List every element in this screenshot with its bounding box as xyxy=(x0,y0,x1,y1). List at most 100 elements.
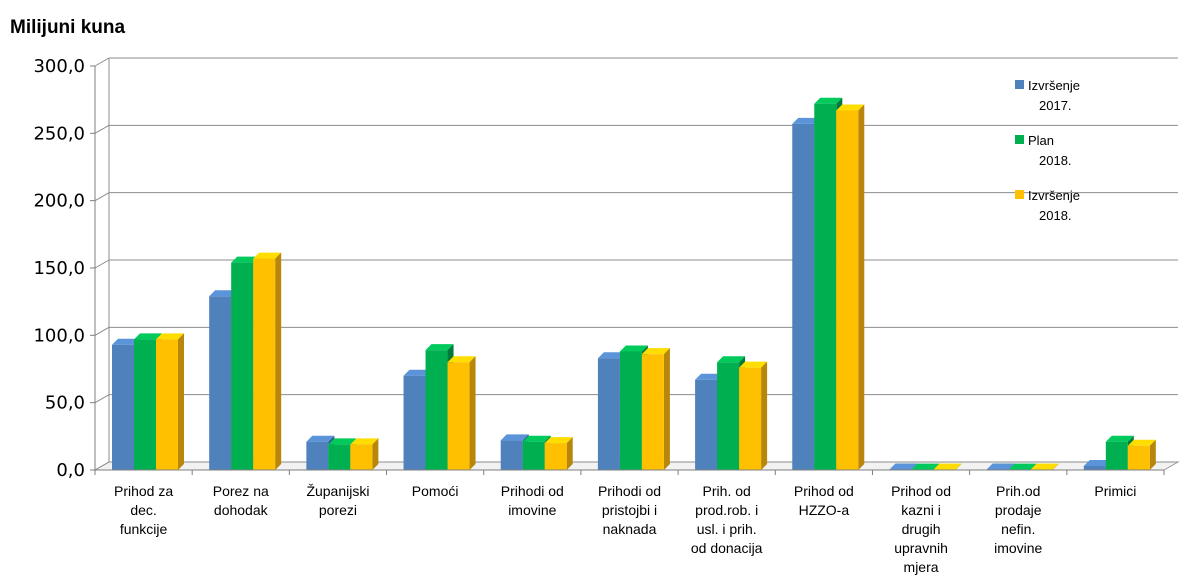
legend-label: 2017. xyxy=(1039,98,1072,113)
bar xyxy=(836,104,865,470)
bar-front xyxy=(522,441,545,470)
y-tick-label: 150,0 xyxy=(33,258,85,279)
bar-top xyxy=(933,463,962,470)
legend-item: Izvršenje 2017. xyxy=(1015,78,1080,113)
bar-front xyxy=(597,358,620,470)
bar-top xyxy=(350,438,379,445)
bar-top xyxy=(1127,439,1156,446)
x-tick-label: Primici xyxy=(1094,483,1136,499)
bar-front xyxy=(425,350,448,470)
bar-front xyxy=(306,441,329,470)
x-tick-label: dohodak xyxy=(214,502,269,518)
legend-label: 2018. xyxy=(1039,208,1072,223)
bar-top xyxy=(403,369,432,376)
bar-side xyxy=(469,356,476,470)
chart-title: Milijuni kuna xyxy=(10,17,125,38)
x-tick-label: dec. xyxy=(130,502,156,518)
gridline-side xyxy=(94,124,110,134)
gridline-side xyxy=(94,192,110,202)
x-tick-label: od donacija xyxy=(691,540,763,556)
bar-front xyxy=(328,444,351,470)
x-axis: Prihod za dec. funkcije Porez na dohodak Župa… xyxy=(94,469,1165,575)
bar-front xyxy=(156,339,178,470)
bar-front xyxy=(1127,445,1150,470)
bar xyxy=(350,438,379,470)
bar-front xyxy=(717,362,740,470)
bar-side xyxy=(955,463,962,470)
bar-top xyxy=(231,256,260,263)
legend-label: Plan xyxy=(1028,133,1054,148)
bar-top xyxy=(156,333,184,340)
bar-top xyxy=(836,104,865,111)
bars xyxy=(112,97,1156,470)
x-tick-label: Prihod za xyxy=(114,483,173,499)
x-tick-label: upravnih xyxy=(894,540,948,556)
legend-swatch xyxy=(1015,190,1024,199)
x-tick-label: Županijski xyxy=(306,483,369,499)
bar-front xyxy=(209,296,232,470)
bar-front xyxy=(112,344,134,470)
legend-label: Izvršenje xyxy=(1028,188,1080,203)
bar-front xyxy=(231,262,254,470)
bar-top xyxy=(306,435,335,442)
bar-front xyxy=(619,351,642,470)
y-tick-label: 300,0 xyxy=(33,56,85,77)
legend-swatch xyxy=(1015,135,1024,144)
y-tick-label: 100,0 xyxy=(33,325,85,346)
x-tick-label: Prihodi od xyxy=(598,483,661,499)
bar-front xyxy=(1105,441,1128,470)
bar-side xyxy=(1052,463,1059,470)
legend: Izvršenje 2017. Plan 2018. Izvršenje 2018. xyxy=(1015,78,1080,223)
bar-top xyxy=(814,97,843,104)
x-tick-label: usl. i prih. xyxy=(697,521,757,537)
legend-item: Plan 2018. xyxy=(1015,133,1072,168)
x-tick-label: kazni i xyxy=(901,502,941,518)
bar-side xyxy=(566,437,573,470)
legend-swatch xyxy=(1015,80,1024,89)
bar-top xyxy=(209,290,238,297)
bar xyxy=(447,356,476,470)
bar-top xyxy=(695,373,724,380)
bar-front xyxy=(1083,465,1106,470)
legend-label: 2018. xyxy=(1039,153,1072,168)
bar-front xyxy=(134,339,156,470)
bar-front xyxy=(641,354,664,470)
bar-top xyxy=(911,463,940,470)
x-tick-label: nefin. xyxy=(1001,521,1035,537)
bar xyxy=(253,252,282,470)
bar-top xyxy=(328,438,357,445)
bar-front xyxy=(447,362,470,470)
bar-top xyxy=(447,356,476,363)
bar-top xyxy=(1083,459,1112,466)
bar-top xyxy=(522,435,551,442)
bar-front xyxy=(544,443,567,470)
bar xyxy=(544,437,573,470)
bar-front xyxy=(695,379,718,470)
bar xyxy=(739,361,768,470)
x-tick-label: naknada xyxy=(603,521,657,537)
y-axis: 0,0 50,0 100,0 150,0 200,0 250,0 300,0 xyxy=(33,56,96,481)
bar-top xyxy=(544,437,573,444)
bar-front xyxy=(739,367,762,470)
gridline-side xyxy=(94,394,110,404)
bar-top xyxy=(1105,435,1134,442)
bar-front xyxy=(792,123,815,470)
bar-side xyxy=(858,104,865,470)
gridline-side xyxy=(94,326,110,336)
bar-front xyxy=(836,110,859,470)
bar-top xyxy=(986,463,1015,470)
bar-side xyxy=(1149,439,1156,470)
y-tick-label: 50,0 xyxy=(45,393,85,414)
bar-side xyxy=(761,361,768,470)
x-tick-label: Pomoći xyxy=(412,483,459,499)
x-tick-label: Prih.od xyxy=(996,483,1040,499)
x-tick-label: prod.rob. i xyxy=(695,502,758,518)
x-tick-label: imovine xyxy=(508,502,556,518)
bar-side xyxy=(178,333,184,470)
y-tick-label: 0,0 xyxy=(56,460,85,481)
bar-front xyxy=(350,444,373,470)
gridline-side xyxy=(94,461,110,471)
x-tick-label: HZZO-a xyxy=(799,502,850,518)
x-tick-label: porezi xyxy=(319,502,357,518)
